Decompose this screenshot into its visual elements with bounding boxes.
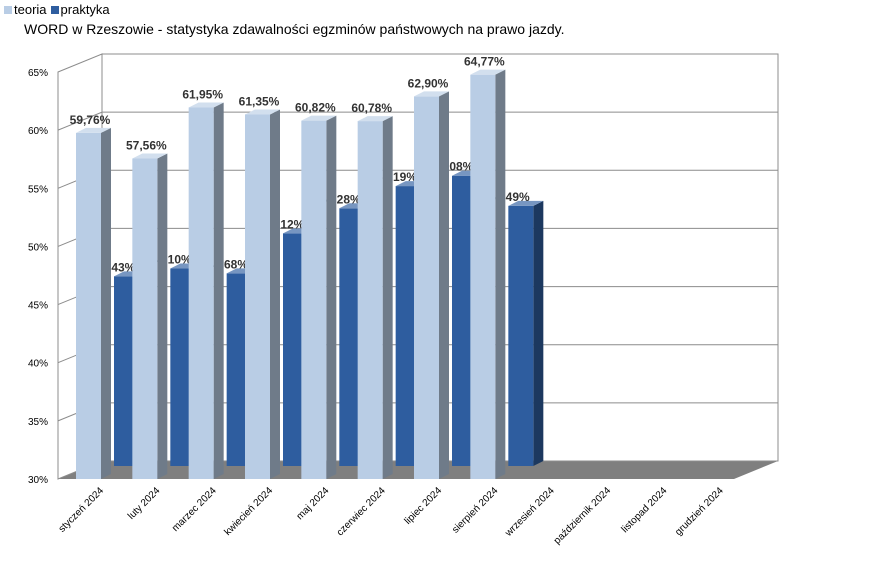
bar-teoria <box>414 91 449 480</box>
bar-praktyka <box>508 200 544 467</box>
x-tick-label: listopad 2024 <box>620 485 670 535</box>
legend-item-teoria: teoria <box>4 2 47 17</box>
x-tick-label: luty 2024 <box>126 485 163 522</box>
legend-label-teoria: teoria <box>14 2 47 17</box>
bar-teoria <box>76 127 111 479</box>
y-tick-label: 60% <box>28 126 48 137</box>
x-tick-label: styczeń 2024 <box>57 485 107 535</box>
x-tick-label: lipiec 2024 <box>403 485 445 527</box>
chart-title: WORD w Rzeszowie - statystyka zdawalnośc… <box>24 21 565 37</box>
y-tick-label: 40% <box>28 359 48 370</box>
bar-teoria <box>188 102 224 480</box>
data-label-teoria: 64,77% <box>464 55 505 69</box>
x-tick-label: październik 2024 <box>552 485 614 547</box>
y-tick-label: 55% <box>28 184 48 195</box>
data-label-teoria: 61,35% <box>239 94 280 108</box>
y-tick-label: 35% <box>28 417 48 428</box>
x-tick-label: marzec 2024 <box>170 485 219 534</box>
bar-teoria <box>357 116 393 479</box>
x-tick-label: kwiecień 2024 <box>223 485 276 538</box>
y-tick-label: 30% <box>28 475 48 486</box>
data-label-teoria: 60,78% <box>351 101 392 115</box>
data-label-teoria: 60,82% <box>295 101 336 115</box>
gridline <box>57 111 778 131</box>
bar-teoria <box>301 115 337 480</box>
x-tick-label: maj 2024 <box>295 485 332 522</box>
data-label-teoria: 59,76% <box>70 113 111 127</box>
legend: teoria praktyka <box>4 2 110 17</box>
data-label-teoria: 57,56% <box>126 139 167 153</box>
legend-label-praktyka: praktyka <box>60 2 110 17</box>
data-label-teoria: 61,95% <box>182 87 223 101</box>
y-tick-label: 45% <box>28 301 48 312</box>
y-tick-label: 50% <box>28 242 48 253</box>
y-tick-label: 65% <box>28 68 48 79</box>
legend-swatch-praktyka <box>50 5 59 14</box>
bar-teoria <box>245 109 280 480</box>
bar-teoria <box>470 69 506 480</box>
legend-item-praktyka: praktyka <box>50 2 110 17</box>
x-tick-label: czerwiec 2024 <box>335 485 388 538</box>
legend-swatch-teoria <box>4 5 12 14</box>
x-tick-label: sierpień 2024 <box>450 485 501 536</box>
x-tick-label: wrzesień 2024 <box>503 485 557 539</box>
bar-teoria <box>132 153 168 479</box>
data-label-teoria: 62,90% <box>408 76 449 90</box>
x-tick-label: grudzień 2024 <box>673 485 726 538</box>
